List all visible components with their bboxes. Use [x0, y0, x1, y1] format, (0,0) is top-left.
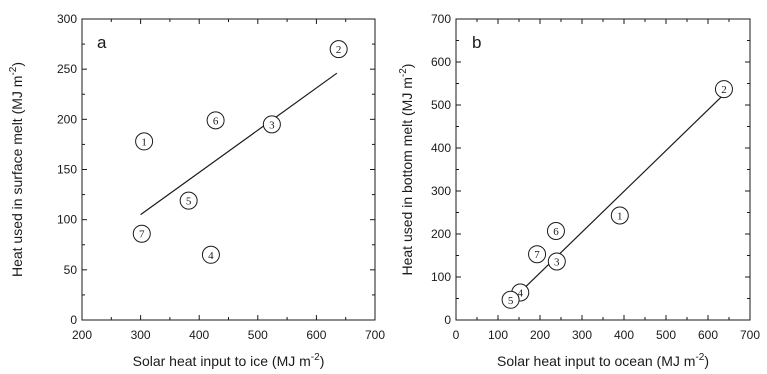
panel-b-point-label-6: 6 — [553, 226, 559, 238]
panel-a-point-5 — [179, 191, 198, 210]
panel-b-plot-frame — [455, 18, 751, 321]
panel-a-y-tick-label: 150 — [57, 163, 77, 177]
panel-b-point-7 — [528, 245, 547, 264]
panel-b-point-label-3: 3 — [554, 257, 560, 269]
panel-b-fit-line — [512, 95, 724, 300]
panel-b-letter: b — [472, 33, 481, 52]
panel-a-y-tick-label: 100 — [57, 213, 77, 227]
panel-b-x-tick-label: 700 — [740, 328, 760, 342]
panel-b-point-6 — [546, 221, 565, 240]
panel-b-y-tick-label: 200 — [431, 227, 451, 241]
panel-b-x-tick-label: 500 — [656, 328, 676, 342]
panel-b-point-2 — [714, 80, 733, 99]
panel-a-point-4 — [201, 245, 220, 264]
panel-b-x-tick-label: 400 — [614, 328, 634, 342]
panel-a-point-2 — [329, 40, 348, 59]
panel-a-x-tick-label: 700 — [365, 328, 385, 342]
panel-a-x-tick-label: 500 — [248, 328, 268, 342]
panel-a-letter: a — [97, 33, 107, 52]
panel-a-y-tick-label: 50 — [64, 263, 78, 277]
panel-a-point-7 — [132, 224, 151, 243]
panel-b-point-1 — [610, 206, 629, 225]
panel-b-y-tick-label: 500 — [431, 98, 451, 112]
panel-a-fit-line — [140, 72, 338, 216]
panel-a-y-tick-label: 200 — [57, 112, 77, 126]
panel-a-x-axis-label: Solar heat input to ice (MJ m-2) — [133, 352, 325, 369]
panel-b-x-tick-label: 200 — [530, 328, 550, 342]
panel-b-y-axis-label: Heat used in bottom melt (MJ m-2) — [398, 64, 415, 276]
panel-b-x-tick-label: 300 — [572, 328, 592, 342]
panel-a-point-3 — [262, 115, 281, 134]
panel-b-point-label-2: 2 — [721, 84, 727, 96]
panel-b-point-3 — [547, 252, 566, 271]
panel-a-point-label-4: 4 — [208, 250, 214, 262]
panel-a-plot-frame — [81, 18, 376, 321]
panel-a-point-label-7: 7 — [139, 229, 145, 241]
panel-a-y-axis-label: Heat used in surface melt (MJ m-2) — [8, 62, 25, 277]
panel-b-y-tick-label: 0 — [444, 313, 451, 327]
panel-b-x-axis-label: Solar heat input to ocean (MJ m-2) — [497, 352, 709, 369]
panel-b-point-label-5: 5 — [508, 295, 514, 307]
panel-a-point-6 — [206, 111, 225, 130]
panel-b-point-label-7: 7 — [534, 249, 540, 261]
panel-a-x-tick-label: 200 — [72, 328, 92, 342]
panel-b-point-5 — [501, 290, 520, 309]
panel-b-y-tick-label: 400 — [431, 141, 451, 155]
panel-a-y-tick-label: 0 — [70, 313, 77, 327]
panel-a-y-tick-label: 250 — [57, 62, 77, 76]
panel-b-y-tick-label: 300 — [431, 184, 451, 198]
panel-a-point-label-2: 2 — [336, 44, 342, 56]
panel-a-x-tick-label: 400 — [189, 328, 209, 342]
panel-b-point-label-1: 1 — [617, 211, 623, 223]
panel-a-y-tick-label: 300 — [57, 12, 77, 26]
panel-a-point-label-5: 5 — [186, 196, 192, 208]
panel-a-point-1 — [135, 132, 154, 151]
panel-a-point-label-6: 6 — [213, 115, 219, 127]
panel-b-x-tick-label: 100 — [488, 328, 508, 342]
panel-a-x-tick-label: 600 — [306, 328, 326, 342]
panel-b-x-tick-label: 600 — [698, 328, 718, 342]
panel-a-x-tick-label: 300 — [131, 328, 151, 342]
panel-a-chart: 200 300 400 500 600 700 0 50 100 150 200 250 300 a Sol… — [8, 12, 385, 369]
panel-b-chart: 0 100 200 300 400 500 600 700 0 100 200 300 400 500 60… — [398, 12, 760, 369]
panel-b-y-tick-label: 100 — [431, 270, 451, 284]
panel-a-point-label-3: 3 — [269, 119, 275, 131]
panel-b-y-tick-label: 600 — [431, 55, 451, 69]
panel-a-point-label-1: 1 — [141, 136, 147, 148]
panel-b-x-tick-label: 0 — [453, 328, 460, 342]
panel-b-point-label-4: 4 — [518, 287, 524, 299]
panel-b-y-tick-label: 700 — [431, 12, 451, 26]
